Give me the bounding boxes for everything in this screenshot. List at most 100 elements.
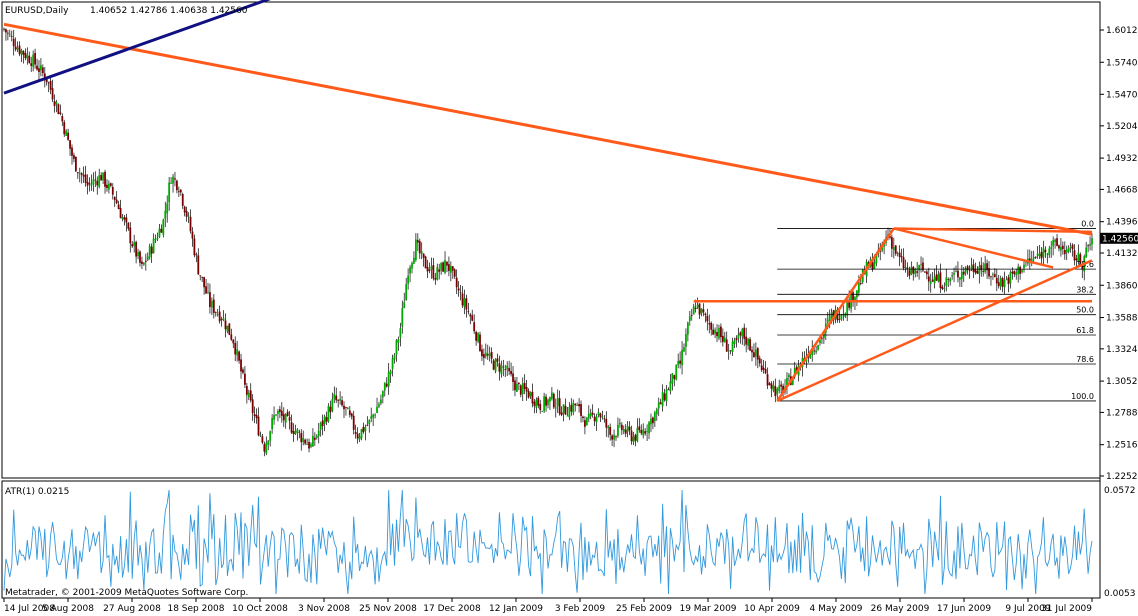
candle-bear — [708, 323, 711, 325]
candle-bear — [6, 32, 9, 34]
price-tick-label: 1.30520 — [1106, 377, 1138, 387]
time-tick-label: 10 Apr 2009 — [744, 604, 800, 614]
candle-bull — [1065, 249, 1068, 253]
candle-bear — [160, 228, 163, 233]
candle-bull — [613, 434, 615, 440]
symbol-label: EURUSD,Daily — [5, 6, 69, 16]
candle-bull — [597, 412, 600, 416]
candle-bear — [1073, 250, 1076, 261]
candle-bull — [273, 415, 275, 420]
candle-bear — [434, 278, 437, 280]
time-tick-label: 26 May 2009 — [871, 604, 930, 614]
candle-bear — [935, 274, 938, 281]
candle-bull — [521, 383, 524, 395]
candle-bull — [346, 408, 349, 410]
candle-bear — [756, 348, 759, 360]
candle-bull — [108, 183, 110, 190]
price-tick-label: 1.49320 — [1106, 154, 1138, 164]
candle-bull — [622, 429, 625, 432]
candle-bear — [990, 276, 992, 278]
candle-bear — [753, 352, 755, 358]
candle-bull — [32, 54, 35, 67]
candle-bear — [234, 343, 237, 355]
candle-bear — [385, 383, 388, 387]
candle-bull — [411, 262, 413, 269]
candle-bear — [1013, 271, 1016, 275]
candle-bear — [852, 292, 854, 303]
candle-bull — [226, 325, 229, 332]
candle-bear — [366, 424, 369, 426]
candle-bear — [838, 318, 841, 320]
candle-bull — [20, 50, 23, 55]
candle-bear — [286, 411, 289, 417]
candle-bear — [525, 386, 528, 392]
candle-bear — [1001, 277, 1004, 287]
candle-bull — [306, 444, 308, 445]
candle-bull — [444, 260, 446, 273]
candle-bear — [694, 307, 697, 310]
candle-bear — [962, 271, 965, 275]
candle-bear — [88, 183, 91, 185]
candle-bear — [457, 288, 460, 291]
candle-bull — [978, 266, 981, 275]
candle-bull — [397, 339, 400, 343]
candle-bull — [1021, 270, 1023, 273]
candle-bear — [94, 179, 97, 181]
candle-bear — [908, 270, 911, 276]
candle-bull — [535, 399, 538, 408]
candle-bear — [578, 404, 580, 407]
candle-bear — [144, 260, 147, 262]
candle-bear — [947, 279, 950, 280]
candle-bear — [220, 319, 223, 320]
candle-bear — [290, 422, 293, 433]
candle-bear — [504, 369, 507, 371]
candle-bear — [679, 360, 682, 364]
candle-bear — [321, 420, 324, 427]
candle-bull — [933, 276, 936, 284]
candle-bear — [199, 275, 202, 277]
price-tick-label: 1.60120 — [1106, 26, 1138, 36]
candle-bull — [585, 417, 588, 426]
candle-bear — [76, 172, 79, 174]
candle-bear — [690, 314, 693, 316]
candle-bear — [780, 384, 783, 387]
candle-bear — [1087, 245, 1090, 247]
candle-bear — [957, 270, 959, 278]
candle-bear — [924, 271, 926, 273]
candle-bull — [984, 263, 987, 272]
candle-bull — [358, 436, 361, 440]
candle-bull — [723, 337, 726, 342]
candle-bull — [733, 340, 736, 344]
candle-bear — [471, 315, 474, 321]
candle-bull — [669, 381, 672, 392]
candle-bear — [228, 323, 231, 335]
candle-bull — [747, 338, 750, 346]
main-panel-frame — [1, 1, 1101, 479]
candle-bull — [488, 353, 491, 357]
candle-bull — [700, 308, 703, 314]
candle-bear — [906, 267, 909, 270]
candle-bear — [57, 104, 60, 115]
candle-bull — [1085, 247, 1088, 258]
candle-bear — [988, 268, 990, 277]
candle-bear — [424, 256, 427, 269]
candle-bear — [150, 246, 153, 254]
candle-bull — [819, 339, 821, 344]
candle-bear — [453, 269, 456, 277]
candle-bull — [778, 385, 781, 391]
candle-bear — [1040, 251, 1043, 259]
candle-bull — [955, 271, 957, 273]
candle-bull — [275, 414, 277, 416]
candle-bear — [603, 418, 606, 420]
ohlc-values: 1.40652 1.42786 1.40638 1.42560 — [90, 6, 248, 16]
candle-bear — [871, 258, 874, 270]
candle-bear — [115, 199, 118, 204]
candle-bear — [527, 390, 530, 398]
candle-bear — [261, 436, 264, 443]
candle-bear — [628, 426, 631, 431]
candle-bull — [576, 404, 579, 406]
candle-bull — [562, 404, 565, 414]
